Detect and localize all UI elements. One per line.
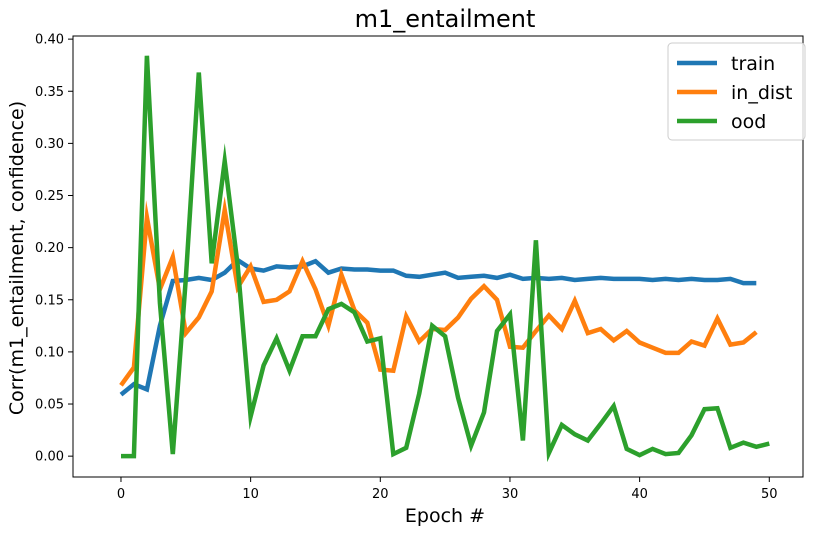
- y-tick-label: 0.20: [35, 241, 64, 256]
- y-tick-label: 0.35: [35, 85, 64, 100]
- legend-label-train: train: [731, 53, 775, 75]
- x-tick-label: 30: [502, 487, 519, 502]
- x-tick-label: 0: [117, 487, 125, 502]
- plot-area: 0 10 20 30 40 50 0.00 0.05 0.10 0.15 0.20 0.25 0.30…: [35, 33, 804, 502]
- x-tick-label: 40: [631, 487, 648, 502]
- y-tick-label: 0.10: [35, 345, 64, 360]
- y-tick-label: 0.30: [35, 137, 64, 152]
- series-layer: [119, 55, 770, 463]
- y-axis-label: Corr(m1_entailment, confidence): [6, 101, 28, 415]
- x-axis-label: Epoch #: [405, 505, 485, 527]
- chart-title: m1_entailment: [355, 5, 536, 33]
- y-tick-label: 0.00: [35, 450, 64, 465]
- y-tick-label: 0.25: [35, 189, 64, 204]
- y-tick-label: 0.40: [35, 33, 64, 48]
- axes-frame: [72, 35, 804, 478]
- x-tick-label: 50: [761, 487, 778, 502]
- series-line-ood: [121, 55, 770, 463]
- x-tick-label: 10: [242, 487, 259, 502]
- x-axis-ticks: 0 10 20 30 40 50: [117, 477, 778, 502]
- y-axis-ticks: 0.00 0.05 0.10 0.15 0.20 0.25 0.30 0.35 0.40: [35, 33, 73, 465]
- x-tick-label: 20: [372, 487, 389, 502]
- series-line-train: [119, 257, 757, 397]
- y-tick-label: 0.05: [35, 398, 64, 413]
- legend-label-in_dist: in_dist: [731, 82, 793, 104]
- y-tick-label: 0.15: [35, 293, 64, 308]
- legend-box: [667, 42, 806, 141]
- legend-label-ood: ood: [731, 111, 766, 133]
